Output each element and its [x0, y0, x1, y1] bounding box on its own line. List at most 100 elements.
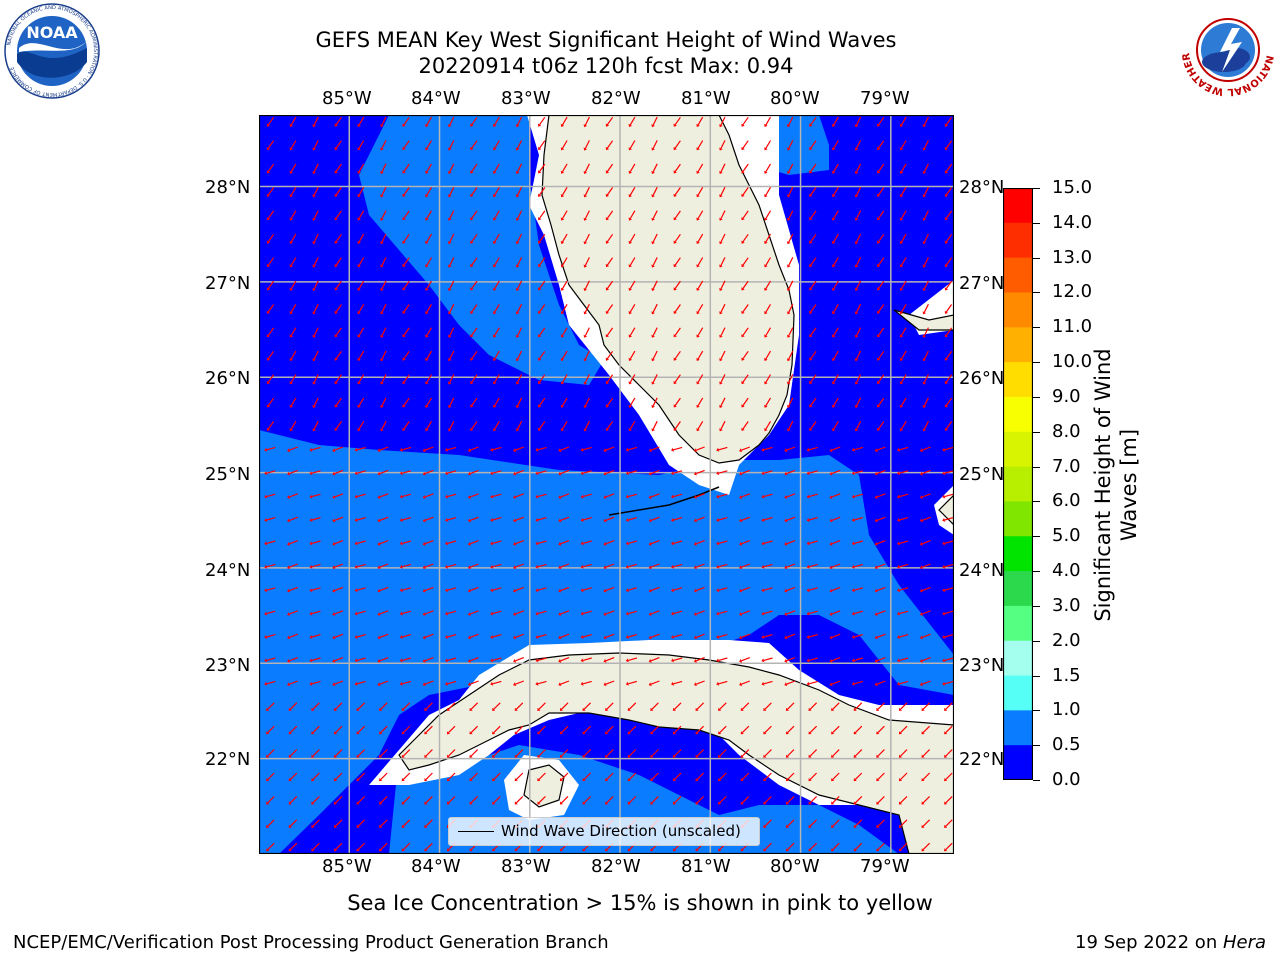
wave-arrow-shaft [854, 749, 863, 757]
wave-arrow-head [671, 541, 674, 546]
wave-arrow-shaft [763, 563, 773, 568]
wave-arrow-head [446, 801, 450, 805]
wave-arrow-head [425, 404, 429, 408]
wave-arrow-head [513, 682, 517, 687]
wave-arrow-shaft [788, 420, 794, 430]
lon-label-bottom: 82°W [591, 856, 641, 877]
wave-arrow-head [264, 541, 268, 546]
wave-arrow-shaft [492, 470, 502, 474]
wave-arrow-shaft [765, 233, 772, 243]
wave-arrow-head [806, 588, 810, 593]
wave-arrow-head [311, 824, 315, 828]
wave-arrow-head [493, 194, 497, 198]
wave-arrow-shaft [313, 163, 319, 173]
wave-arrow-shaft [313, 140, 319, 149]
wave-arrow-head [739, 635, 743, 640]
wave-arrow-shaft [335, 725, 343, 734]
wave-arrow-shaft [854, 610, 864, 615]
wave-arrow-head [853, 754, 857, 758]
wave-arrow-head [538, 123, 542, 127]
wave-arrow-head [605, 263, 610, 268]
wave-arrow-shaft [697, 140, 704, 149]
wave-arrow-shaft [334, 586, 344, 592]
wave-arrow-shaft [424, 516, 434, 521]
wave-arrow-shaft [289, 610, 299, 615]
wave-arrow-shaft [493, 749, 501, 757]
wave-arrow-shaft [266, 657, 276, 661]
wave-arrow-head [287, 565, 291, 570]
wave-arrow-head [582, 754, 586, 758]
wave-arrow-head [467, 541, 471, 546]
wave-arrow-head [377, 518, 381, 523]
wave-arrow-shaft [899, 446, 909, 451]
wave-arrow-head [535, 471, 539, 476]
wave-arrow-head [696, 147, 700, 151]
wave-arrow-head [944, 707, 948, 711]
colorbar-segment [1003, 640, 1033, 677]
wave-arrow-shaft [720, 303, 726, 313]
wave-arrow-head [693, 448, 697, 453]
wave-arrow-head [580, 471, 584, 476]
wave-arrow-shaft [900, 163, 907, 173]
wave-arrow-shaft [832, 702, 840, 710]
wave-arrow-shaft [606, 233, 614, 243]
wave-arrow-shaft [765, 397, 772, 407]
wave-arrow-head [719, 217, 723, 221]
lon-label-bottom: 81°W [681, 856, 731, 877]
wave-arrow-head [264, 447, 268, 452]
wave-arrow-shaft [786, 680, 796, 685]
wave-arrow-shaft [786, 563, 796, 568]
map-canvas [259, 115, 954, 854]
wave-arrow-shaft [742, 397, 749, 406]
wave-arrow-shaft [833, 257, 839, 266]
wave-arrow-shaft [335, 842, 343, 851]
wave-arrow-head [538, 217, 542, 221]
wave-arrow-shaft [539, 116, 546, 126]
wave-arrow-shaft [741, 680, 751, 685]
wave-arrow-shaft [696, 795, 705, 804]
wave-arrow-head [921, 707, 925, 711]
wave-arrow-shaft [786, 610, 796, 615]
wave-arrow-shaft [380, 795, 388, 804]
wave-arrow-head [627, 848, 631, 852]
wave-arrow-shaft [515, 725, 524, 734]
wave-arrow-head [334, 380, 338, 385]
wave-arrow-shaft [650, 563, 660, 568]
wave-arrow-shaft [786, 540, 796, 545]
wave-arrow-shaft [674, 772, 682, 780]
wave-arrow-head [628, 334, 632, 338]
wave-arrow-head [535, 541, 539, 546]
wave-arrow-shaft [313, 420, 319, 430]
wave-arrow-head [558, 471, 562, 476]
wave-arrow-shaft [652, 233, 658, 243]
wave-arrow-shaft [334, 633, 344, 638]
wave-arrow-head [357, 381, 361, 385]
wave-arrow-head [401, 707, 405, 711]
wave-arrow-shaft [652, 186, 658, 196]
wave-arrow-shaft [696, 725, 705, 734]
wave-arrow-shaft [266, 517, 276, 521]
svg-text:NOAA: NOAA [26, 23, 78, 42]
wave-arrow-shaft [289, 749, 298, 757]
wave-arrow-head [334, 123, 338, 127]
wave-arrow-shaft [449, 163, 455, 173]
wave-arrow-head [333, 754, 337, 758]
wave-arrow-shaft [674, 163, 681, 172]
wave-arrow-head [628, 264, 632, 268]
wave-arrow-shaft [606, 140, 614, 149]
wave-arrow-shaft [469, 563, 479, 568]
map-legend: Wind Wave Direction (unscaled) [448, 817, 760, 846]
wave-arrow-head [854, 147, 859, 151]
wave-arrow-head [944, 778, 948, 782]
wave-arrow-shaft [560, 680, 570, 685]
wave-arrow-head [809, 404, 813, 408]
wave-arrow-head [784, 635, 788, 640]
wave-arrow-head [787, 264, 791, 268]
wave-arrow-shaft [561, 374, 568, 383]
wave-arrow-shaft [447, 634, 457, 638]
wave-arrow-head [695, 754, 699, 758]
wave-arrow-shaft [424, 469, 434, 475]
wave-arrow-shaft [629, 420, 636, 430]
wave-arrow-shaft [289, 563, 299, 568]
wave-arrow-head [829, 471, 833, 476]
